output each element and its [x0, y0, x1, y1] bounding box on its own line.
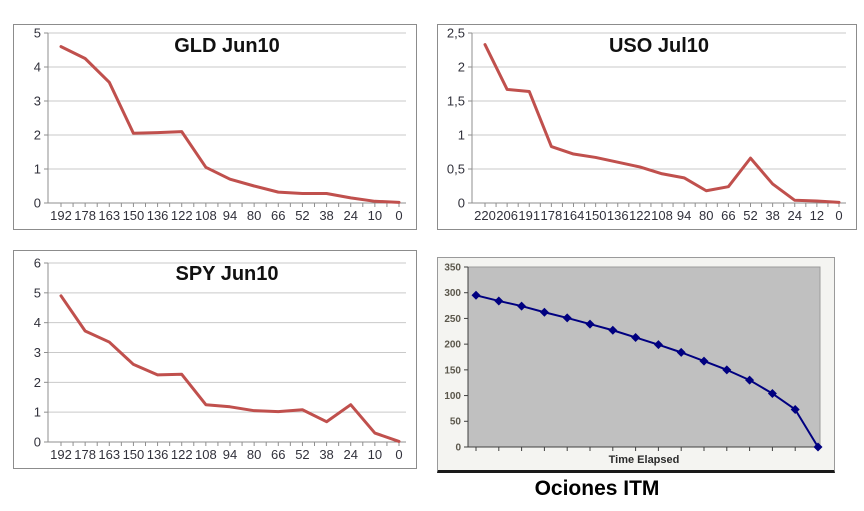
svg-text:94: 94	[223, 208, 237, 223]
svg-text:66: 66	[271, 447, 285, 462]
svg-text:38: 38	[765, 208, 779, 223]
svg-text:150: 150	[585, 208, 607, 223]
svg-text:5: 5	[34, 285, 41, 300]
svg-text:1: 1	[34, 161, 41, 176]
spy-line-chart: 0 1 2 3 4 5 6 192 178 163 150 136 122 108 94 80 66 52 38 24…	[34, 255, 406, 462]
svg-text:24: 24	[343, 208, 357, 223]
svg-text:4: 4	[34, 59, 41, 74]
chart-panel-uso: USO Jul10 0 0,5 1 1,5 2 2,5 220 206 191 178 164 150…	[437, 24, 857, 230]
svg-text:66: 66	[271, 208, 285, 223]
svg-text:0,5: 0,5	[447, 161, 465, 176]
svg-text:4: 4	[34, 315, 41, 330]
chart-panel-itm: 0 50 100 150 200 250 300 350 Time Elapsed	[437, 257, 835, 473]
svg-text:300: 300	[444, 288, 461, 299]
svg-text:150: 150	[123, 208, 145, 223]
svg-text:136: 136	[147, 208, 169, 223]
svg-text:38: 38	[319, 208, 333, 223]
svg-text:0: 0	[458, 195, 465, 210]
svg-text:38: 38	[319, 447, 333, 462]
svg-text:24: 24	[788, 208, 802, 223]
gld-chart-title: GLD Jun10	[174, 35, 280, 57]
spy-chart-title: SPY Jun10	[175, 263, 279, 285]
svg-text:0: 0	[835, 208, 842, 223]
svg-text:5: 5	[34, 25, 41, 40]
svg-text:178: 178	[541, 208, 563, 223]
svg-text:136: 136	[147, 447, 169, 462]
gld-line-chart: 0 1 2 3 4 5 192 178 163 150 136 122 108 94 80 66 52 38 24 1…	[34, 25, 406, 223]
svg-text:250: 250	[444, 314, 461, 325]
svg-text:94: 94	[223, 447, 237, 462]
svg-text:80: 80	[247, 447, 261, 462]
svg-text:50: 50	[450, 417, 462, 428]
svg-text:122: 122	[629, 208, 651, 223]
chart-panel-spy: SPY Jun10 0 1 2 3 4 5 6 192 178 163 150 136 122 108 94…	[13, 250, 417, 469]
svg-text:12: 12	[810, 208, 824, 223]
svg-text:24: 24	[343, 447, 357, 462]
itm-line-chart: 0 50 100 150 200 250 300 350 Time Elapsed	[444, 262, 823, 466]
svg-text:122: 122	[171, 447, 193, 462]
svg-text:52: 52	[295, 447, 309, 462]
svg-text:80: 80	[699, 208, 713, 223]
svg-text:192: 192	[50, 208, 72, 223]
uso-chart-title: USO Jul10	[608, 35, 710, 57]
svg-text:192: 192	[50, 447, 72, 462]
svg-text:80: 80	[247, 208, 261, 223]
svg-text:2: 2	[458, 59, 465, 74]
uso-line-chart: 0 0,5 1 1,5 2 2,5 220 206 191 178 164 150 136 122 108 9…	[447, 25, 846, 223]
svg-text:2: 2	[34, 127, 41, 142]
svg-text:0: 0	[34, 434, 41, 449]
svg-text:52: 52	[295, 208, 309, 223]
svg-text:94: 94	[677, 208, 691, 223]
svg-text:136: 136	[607, 208, 629, 223]
svg-text:220: 220	[474, 208, 496, 223]
svg-text:108: 108	[195, 208, 217, 223]
svg-text:350: 350	[444, 262, 461, 273]
svg-text:2: 2	[34, 375, 41, 390]
svg-text:150: 150	[123, 447, 145, 462]
svg-text:Time Elapsed: Time Elapsed	[609, 454, 680, 466]
svg-text:178: 178	[74, 447, 96, 462]
svg-text:52: 52	[743, 208, 757, 223]
svg-text:66: 66	[721, 208, 735, 223]
svg-text:108: 108	[651, 208, 673, 223]
svg-text:3: 3	[34, 93, 41, 108]
svg-text:0: 0	[455, 442, 461, 453]
svg-text:0: 0	[395, 208, 402, 223]
svg-text:0: 0	[395, 447, 402, 462]
svg-text:163: 163	[98, 208, 120, 223]
svg-text:108: 108	[195, 447, 217, 462]
svg-text:163: 163	[98, 447, 120, 462]
svg-text:100: 100	[444, 391, 461, 402]
svg-text:200: 200	[444, 340, 461, 351]
svg-text:6: 6	[34, 255, 41, 270]
svg-text:0: 0	[34, 195, 41, 210]
svg-text:10: 10	[368, 208, 382, 223]
svg-text:191: 191	[518, 208, 540, 223]
svg-text:2,5: 2,5	[447, 25, 465, 40]
svg-text:164: 164	[563, 208, 585, 223]
svg-text:122: 122	[171, 208, 193, 223]
svg-text:1: 1	[458, 127, 465, 142]
svg-text:3: 3	[34, 345, 41, 360]
svg-text:1: 1	[34, 405, 41, 420]
svg-text:150: 150	[444, 365, 461, 376]
svg-text:206: 206	[496, 208, 518, 223]
chart-panel-gld: GLD Jun10 0 1 2 3 4 5 192 178 163 150 136 122 108 94 8…	[13, 24, 417, 230]
svg-text:10: 10	[368, 447, 382, 462]
svg-text:178: 178	[74, 208, 96, 223]
itm-caption: Ociones ITM	[534, 477, 660, 500]
svg-text:1,5: 1,5	[447, 93, 465, 108]
